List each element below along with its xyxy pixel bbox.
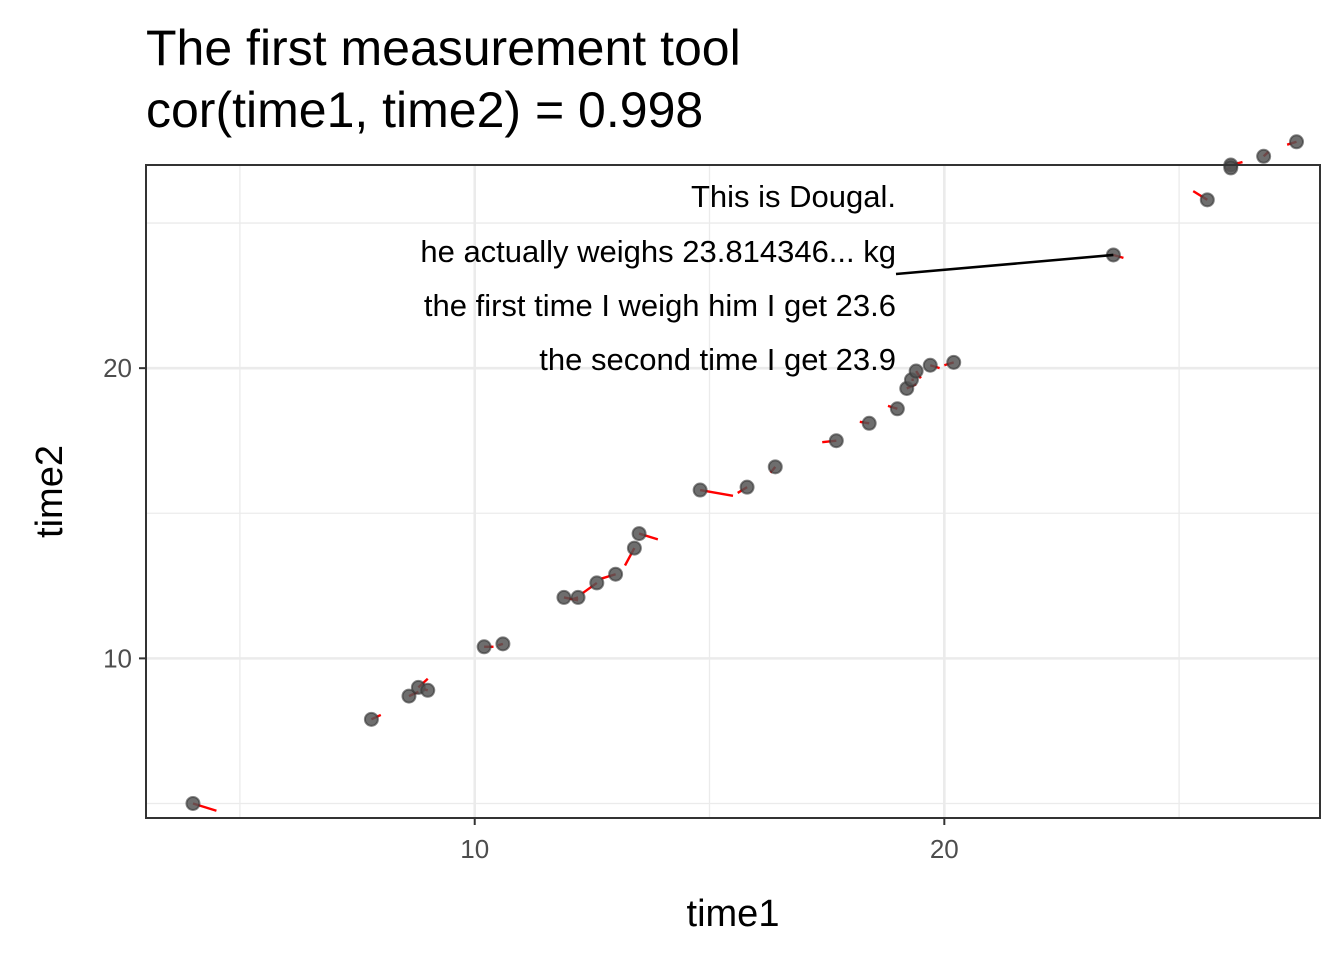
annotation: This is Dougal. he actually weighs 23.814… xyxy=(420,179,1114,377)
data-point xyxy=(1199,192,1215,208)
x-axis-title: time1 xyxy=(687,893,780,935)
data-point xyxy=(889,401,905,417)
data-point xyxy=(861,415,877,431)
data-point xyxy=(589,575,605,591)
chart-title: The first measurement tool xyxy=(146,20,741,76)
data-point xyxy=(692,482,708,498)
data-point xyxy=(922,357,938,373)
panel-border xyxy=(145,164,1321,819)
annotation-line: the first time I weigh him I get 23.6 xyxy=(424,288,896,323)
y-tick-label: 10 xyxy=(103,643,132,673)
x-tick-label: 10 xyxy=(460,834,489,864)
data-point xyxy=(1256,148,1272,164)
y-axis-title: time2 xyxy=(29,445,71,538)
data-point xyxy=(1223,160,1239,176)
x-tick-label: 20 xyxy=(930,834,959,864)
data-point xyxy=(908,363,924,379)
annotation-pointer xyxy=(895,253,1114,276)
y-tick-label: 20 xyxy=(103,353,132,383)
data-point xyxy=(401,688,417,704)
data-point xyxy=(739,479,755,495)
data-point xyxy=(946,354,962,370)
annotation-line: This is Dougal. xyxy=(691,179,896,214)
data-point xyxy=(185,795,201,811)
annotation-line: he actually weighs 23.814346... kg xyxy=(420,234,896,269)
data-point xyxy=(570,589,586,605)
axes: 10 20 10 20 xyxy=(103,353,959,864)
data-point xyxy=(420,682,436,698)
data-point xyxy=(631,526,647,542)
data-point xyxy=(363,711,379,727)
data-point xyxy=(626,540,642,556)
data-point xyxy=(767,459,783,475)
data-point xyxy=(476,639,492,655)
data-points xyxy=(185,134,1305,811)
data-point xyxy=(828,433,844,449)
annotation-line: the second time I get 23.9 xyxy=(539,342,896,377)
data-point xyxy=(556,589,572,605)
grid-lines xyxy=(146,165,1320,818)
data-point xyxy=(495,636,511,652)
chart-subtitle: cor(time1, time2) = 0.998 xyxy=(146,82,704,138)
data-point xyxy=(1289,134,1305,150)
data-point xyxy=(608,566,624,582)
